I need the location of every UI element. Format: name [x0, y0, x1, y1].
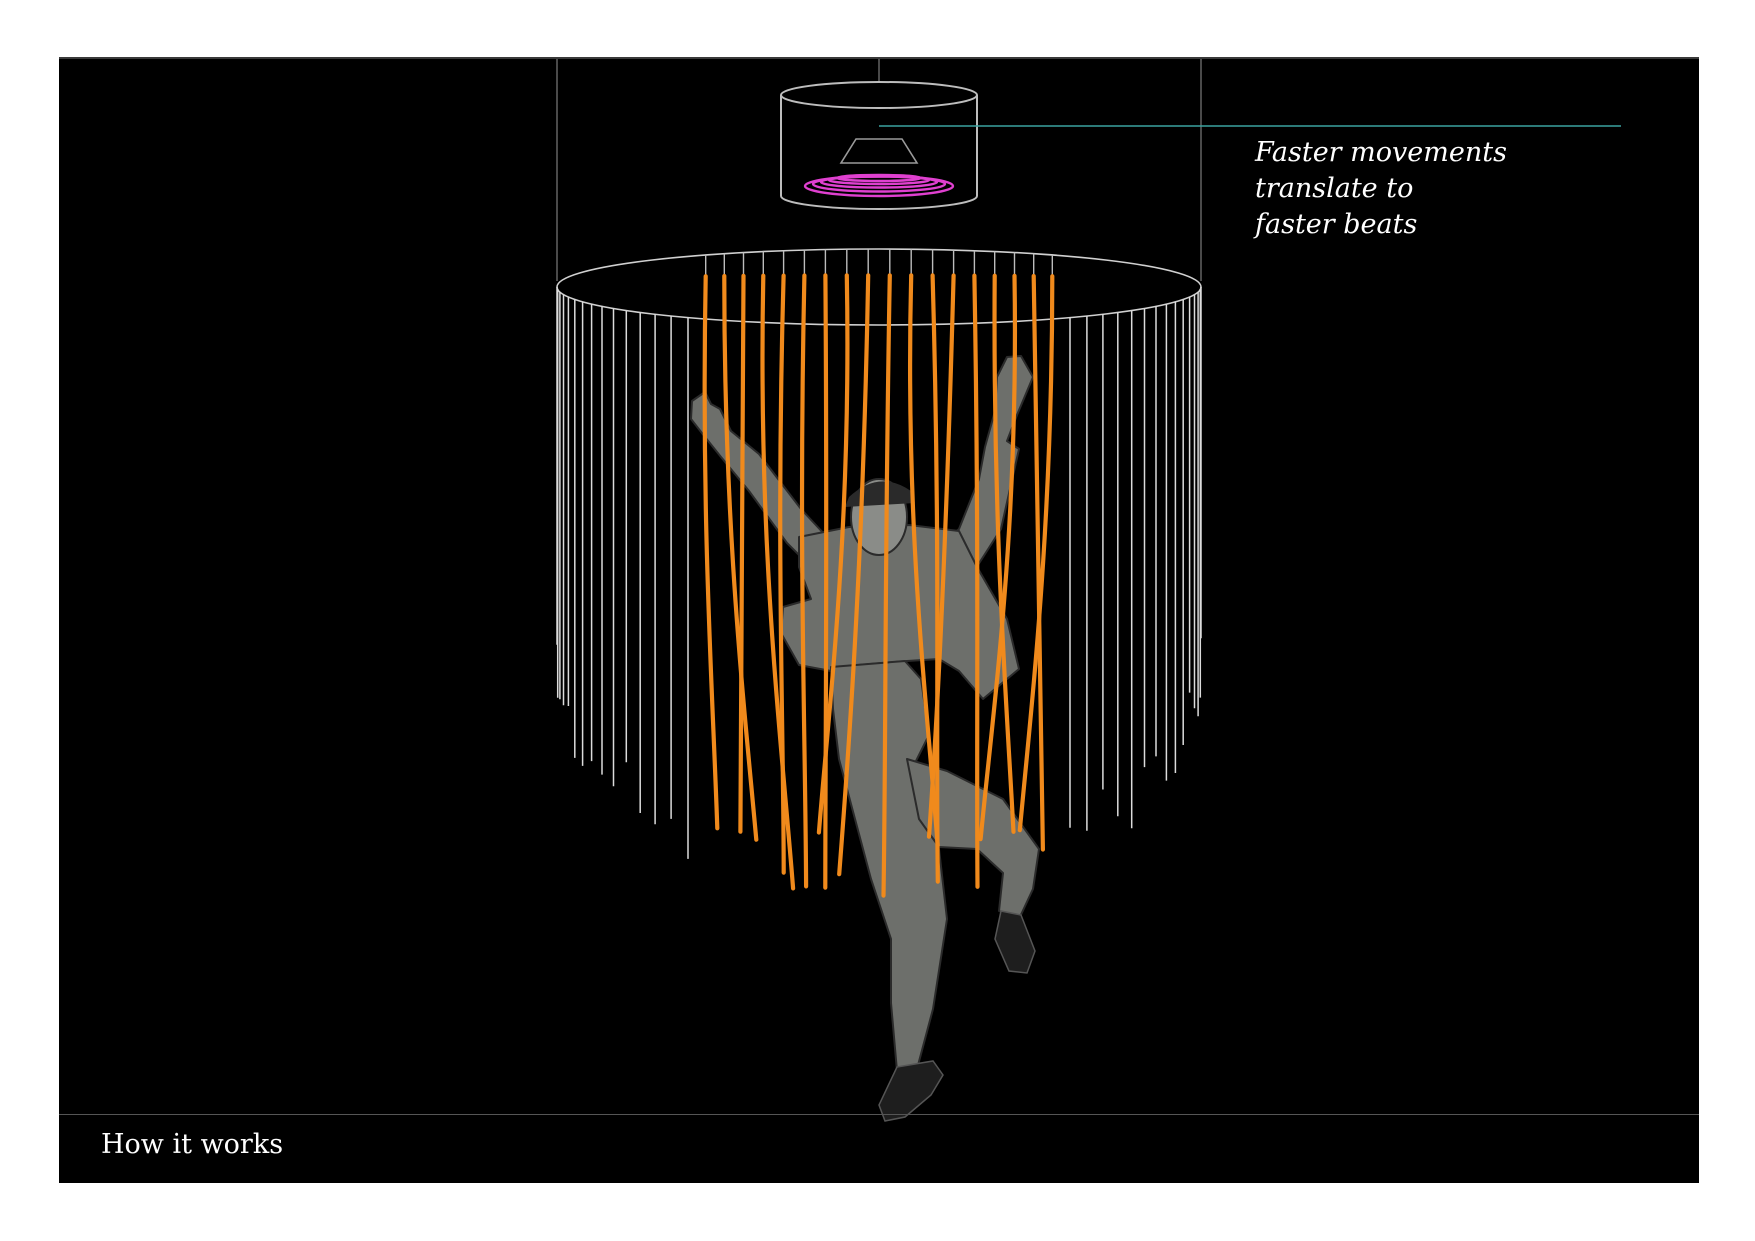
active-strand: [816, 273, 850, 835]
active-strand: [722, 273, 759, 842]
active-strand: [799, 273, 809, 889]
active-strand: [1017, 274, 1055, 833]
active-strand: [823, 273, 829, 890]
active-strand: [702, 274, 720, 831]
speaker-icon: [780, 81, 978, 210]
active-strand: [978, 273, 1018, 842]
active-strand: [778, 273, 786, 875]
active-strand: [760, 273, 796, 891]
active-strand: [926, 273, 956, 839]
active-strand: [930, 273, 940, 884]
active-strand: [881, 273, 892, 898]
active-strand: [992, 273, 1016, 834]
idle-strands-front: [556, 287, 1202, 859]
installation-diagram: [556, 59, 1621, 1122]
idle-strands-back: [705, 249, 1053, 295]
how-it-works-panel: Faster movements translate to faster bea…: [59, 57, 1699, 1183]
speaker-glow: [803, 173, 955, 198]
strand-ring: [556, 248, 1202, 326]
suspension-wires: [556, 59, 1202, 281]
callout-line-1: Faster movements: [1255, 137, 1507, 168]
callout-line-2: translate to: [1255, 173, 1414, 204]
active-strand: [837, 273, 871, 877]
footer-title: How it works: [101, 1129, 284, 1160]
callout-line-3: faster beats: [1255, 209, 1418, 240]
active-strand: [972, 273, 980, 889]
callout-text: Faster movements translate to faster bea…: [1255, 135, 1555, 243]
footer-divider: [59, 1114, 1699, 1115]
active-strands: [702, 273, 1055, 898]
active-strand: [738, 273, 746, 834]
